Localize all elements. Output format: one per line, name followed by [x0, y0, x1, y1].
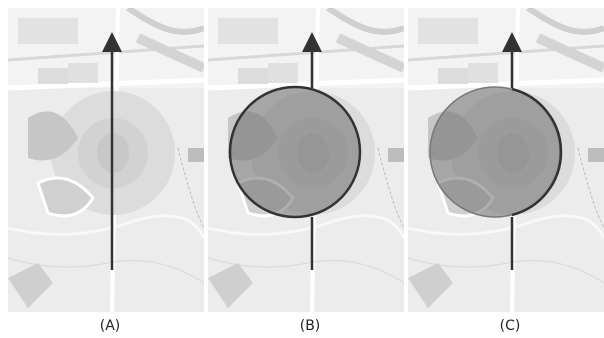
panel-a — [8, 8, 204, 312]
panel-label: (A) — [100, 318, 121, 334]
panel-c — [408, 8, 604, 312]
figure: (A) (B) (C) — [0, 0, 604, 338]
panel-label: (C) — [500, 318, 521, 334]
panel-label: (B) — [300, 318, 321, 334]
panel-b — [208, 8, 404, 312]
